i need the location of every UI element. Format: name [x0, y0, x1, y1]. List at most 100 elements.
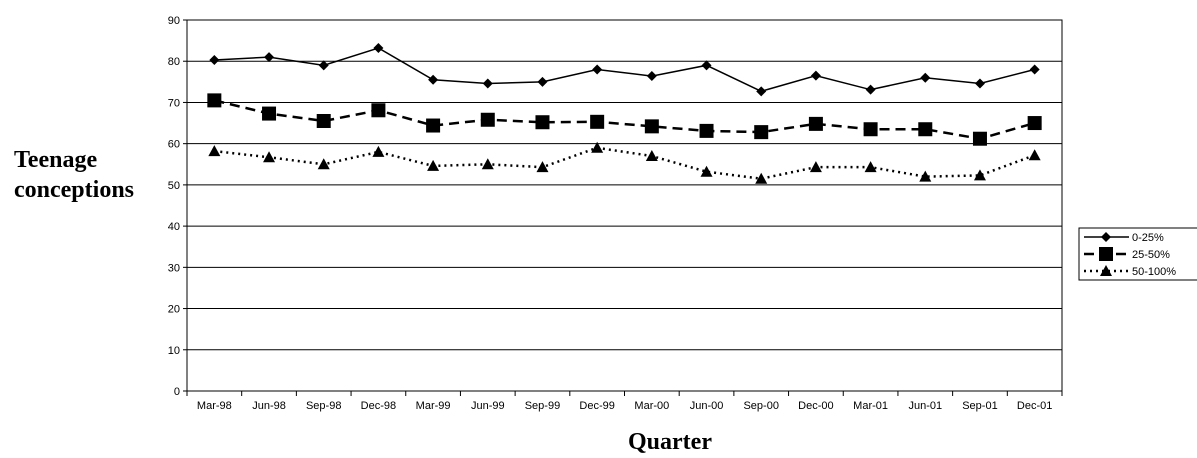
- x-tick-label: Dec-98: [361, 400, 396, 412]
- y-tick-label: 50: [168, 180, 180, 192]
- data-point: [918, 122, 933, 137]
- data-point: [810, 70, 821, 81]
- data-point: [591, 141, 604, 153]
- x-tick-label: Mar-99: [416, 400, 451, 412]
- x-axis: Mar-98 Jun-98 Sep-98 Dec-98 Mar-99 Jun-99 Sep-…: [186, 391, 1063, 412]
- legend-label: 50-100%: [1132, 266, 1176, 278]
- data-point: [756, 86, 767, 97]
- series-line: [214, 99, 1036, 141]
- x-tick-label: Jun-99: [471, 400, 505, 412]
- data-point: [264, 52, 275, 63]
- data-point: [973, 169, 986, 181]
- data-point: [318, 60, 329, 71]
- data-point: [208, 145, 221, 157]
- data-point: [754, 125, 769, 140]
- data-point: [1027, 116, 1042, 131]
- data-point: [808, 116, 823, 131]
- data-point: [590, 114, 605, 129]
- y-tick-label: 60: [168, 139, 180, 151]
- data-point: [480, 112, 495, 127]
- plot-area: 0 10 20 30 40 50 60 70 80 90 Mar-98 Jun-98 Sep-98 De…: [168, 15, 1063, 412]
- data-point: [974, 78, 985, 89]
- legend-items: 0-25% 25-50% 50-100%: [1084, 232, 1176, 278]
- y-tick-label: 70: [168, 97, 180, 109]
- legend-label: 0-25%: [1132, 232, 1164, 244]
- legend-marker: [1099, 247, 1113, 261]
- x-tick-label: Sep-01: [962, 400, 997, 412]
- data-point: [426, 118, 441, 133]
- data-point: [755, 172, 768, 184]
- x-tick-label: Mar-98: [197, 400, 232, 412]
- data-point: [482, 78, 493, 89]
- x-axis-title: Quarter: [628, 429, 712, 455]
- x-tick-label: Dec-01: [1017, 400, 1052, 412]
- data-point: [646, 71, 657, 82]
- data-point: [372, 145, 385, 157]
- x-tick-label: Mar-01: [853, 400, 888, 412]
- x-tick-label: Jun-00: [690, 400, 724, 412]
- x-tick-label: Dec-99: [579, 400, 614, 412]
- y-axis-title-line1: Teenage: [14, 147, 97, 173]
- x-tick-label: Sep-00: [743, 400, 778, 412]
- data-point: [427, 159, 440, 171]
- data-point: [428, 74, 439, 85]
- data-point: [209, 54, 220, 65]
- y-axis: 0 10 20 30 40 50 60 70 80 90: [168, 15, 187, 398]
- y-tick-label: 10: [168, 345, 180, 357]
- y-axis-title-line2: conceptions: [14, 177, 134, 203]
- series-0-25%: [209, 43, 1040, 97]
- x-tick-label: Sep-98: [306, 400, 341, 412]
- data-point: [537, 76, 548, 87]
- data-point: [1029, 64, 1040, 75]
- y-tick-label: 40: [168, 221, 180, 233]
- series-50-100%: [208, 141, 1041, 184]
- legend: 0-25% 25-50% 50-100%: [1078, 227, 1197, 281]
- data-point: [809, 161, 822, 173]
- legend-item: 50-100%: [1084, 265, 1176, 278]
- data-point: [644, 119, 659, 134]
- y-tick-label: 90: [168, 15, 180, 27]
- data-point: [701, 60, 712, 71]
- y-tick-label: 80: [168, 56, 180, 68]
- data-point: [919, 170, 932, 182]
- data-point: [645, 150, 658, 162]
- y-tick-label: 30: [168, 262, 180, 274]
- legend-item: 0-25%: [1084, 232, 1164, 244]
- data-point: [263, 151, 276, 163]
- x-tick-label: Jun-01: [908, 400, 942, 412]
- gridlines: [187, 60, 1062, 351]
- data-point: [207, 93, 222, 108]
- x-tick-label: Sep-99: [525, 400, 560, 412]
- plot-frame: [186, 19, 1063, 392]
- data-point: [699, 123, 714, 138]
- data-point: [863, 122, 878, 137]
- data-point: [920, 72, 931, 83]
- series-layer: [207, 43, 1042, 184]
- data-point: [864, 161, 877, 173]
- data-point: [592, 64, 603, 75]
- legend-marker: [1101, 232, 1111, 242]
- legend-marker: [1100, 265, 1112, 276]
- data-point: [373, 43, 384, 54]
- data-point: [481, 158, 494, 170]
- data-point: [972, 131, 987, 146]
- y-tick-label: 20: [168, 304, 180, 316]
- series-line: [214, 47, 1035, 93]
- series-25-50%: [207, 93, 1042, 146]
- x-tick-label: Mar-00: [634, 400, 669, 412]
- data-point: [700, 165, 713, 177]
- legend-label: 25-50%: [1132, 249, 1170, 261]
- data-point: [536, 161, 549, 173]
- data-point: [316, 113, 331, 128]
- legend-item: 25-50%: [1084, 247, 1170, 261]
- x-tick-label: Jun-98: [252, 400, 286, 412]
- data-point: [1028, 149, 1041, 161]
- legend-box: [1078, 227, 1197, 281]
- data-point: [371, 103, 386, 118]
- data-point: [865, 84, 876, 95]
- y-tick-label: 0: [174, 386, 180, 398]
- series-line: [214, 146, 1036, 180]
- data-point: [317, 158, 330, 170]
- x-tick-label: Dec-00: [798, 400, 833, 412]
